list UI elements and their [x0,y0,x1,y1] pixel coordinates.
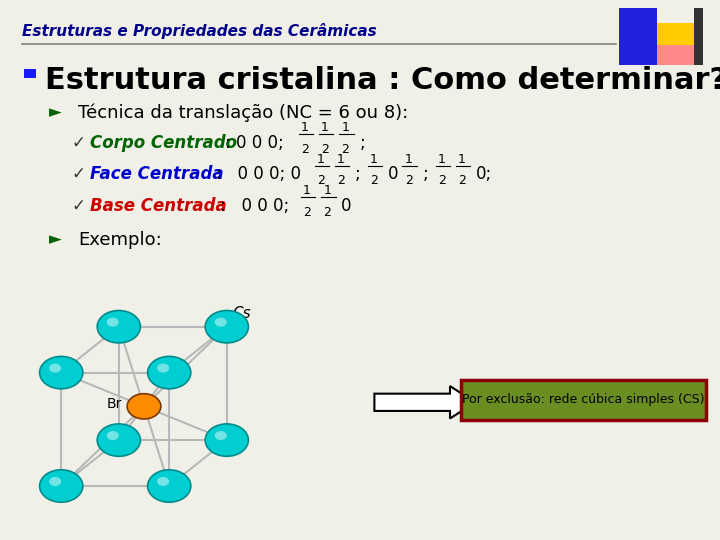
Text: 1: 1 [303,184,311,197]
Circle shape [148,470,191,502]
Text: Cs: Cs [233,306,251,321]
Circle shape [97,310,140,343]
Text: 2: 2 [303,206,311,219]
Text: 1: 1 [301,122,309,134]
FancyBboxPatch shape [461,380,706,420]
Text: 1: 1 [321,122,329,134]
Circle shape [97,424,140,456]
Text: 2: 2 [405,174,413,187]
Circle shape [40,470,83,502]
Text: Corpo Centrado: Corpo Centrado [90,134,237,152]
Text: 1: 1 [317,153,325,166]
Circle shape [215,318,227,327]
Text: Base Centrada: Base Centrada [90,197,227,214]
Bar [694,8,703,65]
FancyArrow shape [374,386,475,418]
Circle shape [205,310,248,343]
Text: ;: ; [359,134,365,152]
Circle shape [49,477,61,486]
Text: 1: 1 [323,184,331,197]
Text: 2: 2 [321,143,329,156]
Text: : 0 0 0;: : 0 0 0; [225,134,284,152]
Circle shape [107,318,119,327]
Text: Exemplo:: Exemplo: [78,231,161,248]
Text: :   0 0 0; 0: : 0 0 0; 0 [216,165,301,183]
Bar [24,69,36,78]
Text: Estruturas e Propriedades das Cerâmicas: Estruturas e Propriedades das Cerâmicas [22,23,377,39]
Text: Estrutura cristalina : Como determinar?: Estrutura cristalina : Como determinar? [45,66,720,95]
Text: 2: 2 [370,174,378,187]
Text: 0: 0 [341,197,352,214]
Text: 1: 1 [458,153,466,166]
Text: 1: 1 [405,153,413,166]
Text: 2: 2 [323,206,331,219]
Text: Br: Br [107,397,122,410]
Text: 2: 2 [317,174,325,187]
Text: ►: ► [49,104,62,122]
Circle shape [205,424,248,456]
Text: ✓: ✓ [72,134,86,152]
Circle shape [107,431,119,440]
Circle shape [40,356,83,389]
Text: 2: 2 [337,174,345,187]
Text: Face Centrada: Face Centrada [90,165,224,183]
Bar [657,45,694,65]
Text: Por exclusão: rede cúbica simples (CS): Por exclusão: rede cúbica simples (CS) [462,393,704,406]
Text: 2: 2 [458,174,466,187]
Text: 0: 0 [388,165,399,183]
Circle shape [148,356,191,389]
Text: Técnica da translação (NC = 6 ou 8):: Técnica da translação (NC = 6 ou 8): [78,104,408,122]
Text: 1: 1 [337,153,345,166]
Text: 2: 2 [341,143,349,156]
Text: ;: ; [355,165,361,183]
Circle shape [49,363,61,373]
Bar [619,8,657,65]
Bar [657,23,694,45]
Text: 1: 1 [370,153,378,166]
Text: ✓: ✓ [72,165,86,183]
Text: ►: ► [49,231,62,248]
Text: ✓: ✓ [72,197,86,214]
Text: ;: ; [423,165,428,183]
Text: 2: 2 [438,174,446,187]
Text: 2: 2 [301,143,309,156]
Text: :   0 0 0;: : 0 0 0; [220,197,289,214]
Text: 1: 1 [341,122,349,134]
Circle shape [157,363,169,373]
Circle shape [215,431,227,440]
Circle shape [157,477,169,486]
Text: 0;: 0; [476,165,492,183]
Circle shape [127,394,161,419]
Text: 1: 1 [438,153,446,166]
